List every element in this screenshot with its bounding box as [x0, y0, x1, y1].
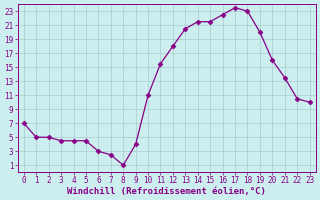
X-axis label: Windchill (Refroidissement éolien,°C): Windchill (Refroidissement éolien,°C)	[67, 187, 266, 196]
